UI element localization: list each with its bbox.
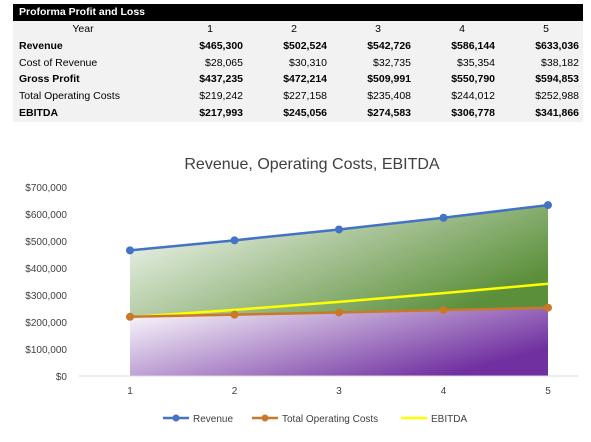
- table-header-row: Year 1 2 3 4 5: [13, 21, 583, 38]
- legend-label: Total Operating Costs: [282, 414, 378, 425]
- year-header: 4: [459, 23, 465, 35]
- table-cell: $32,735: [373, 56, 411, 69]
- table-cell: $550,790: [451, 73, 495, 86]
- x-tick-label: 1: [127, 386, 133, 397]
- y-tick-label: $400,000: [25, 264, 67, 275]
- table-cell: $502,524: [283, 39, 327, 52]
- table-cell: $245,056: [283, 106, 327, 119]
- revenue-area: [130, 205, 548, 317]
- y-tick-label: $600,000: [25, 210, 67, 221]
- legend-label: Revenue: [193, 414, 233, 425]
- x-tick-label: 4: [441, 386, 447, 397]
- legend: Revenue Total Operating Costs EBITDA: [163, 414, 467, 425]
- table-cell: $252,988: [535, 90, 579, 103]
- y-tick-label: $300,000: [25, 291, 67, 302]
- table-cell: $235,408: [367, 90, 411, 103]
- chart-svg: Revenue, Operating Costs, EBITDA $0 $100,…: [25, 156, 578, 425]
- total-operating-costs-point: [439, 306, 448, 315]
- y-tick-label: $700,000: [25, 183, 67, 194]
- table-cell: $28,065: [205, 56, 243, 69]
- operating-costs-area: [130, 307, 548, 376]
- total-operating-costs-point: [126, 312, 134, 321]
- chart-title: Revenue, Operating Costs, EBITDA: [184, 156, 440, 173]
- chart: Revenue, Operating Costs, EBITDA $0 $100,…: [0, 140, 591, 437]
- x-tick-label: 2: [232, 386, 238, 397]
- x-tick-label: 5: [545, 386, 551, 397]
- table-cell: $244,012: [451, 90, 495, 103]
- table-cell: $509,991: [367, 73, 411, 86]
- ebitda-line: [129, 282, 549, 319]
- table-title: Proforma Profit and Loss: [13, 4, 583, 21]
- legend-label: EBITDA: [431, 414, 467, 425]
- total-operating-costs-point: [544, 303, 552, 312]
- y-tick-label: $100,000: [25, 345, 67, 356]
- plot-area: $0 $100,000 $200,000 $300,000 $400,000 $500,0…: [25, 183, 578, 397]
- pnl-table: Proforma Profit and Loss Year 1 2 3 4 5 …: [13, 4, 583, 122]
- total-operating-costs-point: [335, 308, 343, 317]
- row-label: EBITDA: [19, 106, 59, 119]
- table-cell: $227,158: [283, 90, 327, 103]
- row-label: Revenue: [19, 39, 63, 52]
- table-row: Revenue $465,300 $502,524 $542,726 $586,…: [13, 37, 583, 55]
- revenue-point: [126, 246, 134, 255]
- table-cell: $472,214: [283, 73, 327, 86]
- total-operating-costs-point: [230, 310, 239, 319]
- table-cell: $341,866: [535, 106, 579, 119]
- year-header: 2: [291, 23, 297, 35]
- revenue-point: [335, 225, 343, 234]
- table-cell: $35,354: [457, 56, 495, 69]
- legend-marker: [261, 414, 269, 422]
- x-tick-label: 3: [336, 386, 342, 397]
- table-cell: $465,300: [199, 39, 243, 52]
- table-cell: $217,993: [199, 106, 243, 119]
- table-row: Gross Profit $437,235 $472,214 $509,991 …: [13, 71, 583, 89]
- row-label: Cost of Revenue: [19, 56, 98, 69]
- year-header: 1: [207, 23, 213, 35]
- year-header: 5: [543, 23, 549, 35]
- year-label: Year: [72, 23, 94, 35]
- year-header: 3: [375, 23, 381, 35]
- table-cell: $586,144: [451, 39, 495, 52]
- revenue-point: [544, 201, 552, 210]
- y-tick-label: $500,000: [25, 237, 67, 248]
- table-cell: $542,726: [367, 39, 411, 52]
- table-cell: $437,235: [199, 73, 243, 86]
- row-label: Gross Profit: [19, 73, 80, 86]
- y-tick-label: $0: [56, 372, 68, 383]
- table-cell: $594,853: [535, 73, 579, 86]
- revenue-point: [439, 213, 448, 222]
- y-tick-label: $200,000: [25, 318, 67, 329]
- table-cell: $306,778: [451, 106, 495, 119]
- table-cell: $274,583: [367, 106, 411, 119]
- table-cell: $30,310: [289, 56, 327, 69]
- row-label: Total Operating Costs: [19, 90, 120, 103]
- table-row: Cost of Revenue $28,065 $30,310 $32,735 …: [13, 54, 583, 72]
- legend-marker: [172, 414, 180, 422]
- table-cell: $219,242: [199, 90, 243, 103]
- table-cell: $38,182: [541, 56, 579, 69]
- table-row: Total Operating Costs $219,242 $227,158 …: [13, 88, 583, 105]
- table-cell: $633,036: [535, 39, 579, 52]
- revenue-point: [230, 236, 239, 245]
- table-row: EBITDA $217,993 $245,056 $274,583 $306,7…: [13, 104, 583, 122]
